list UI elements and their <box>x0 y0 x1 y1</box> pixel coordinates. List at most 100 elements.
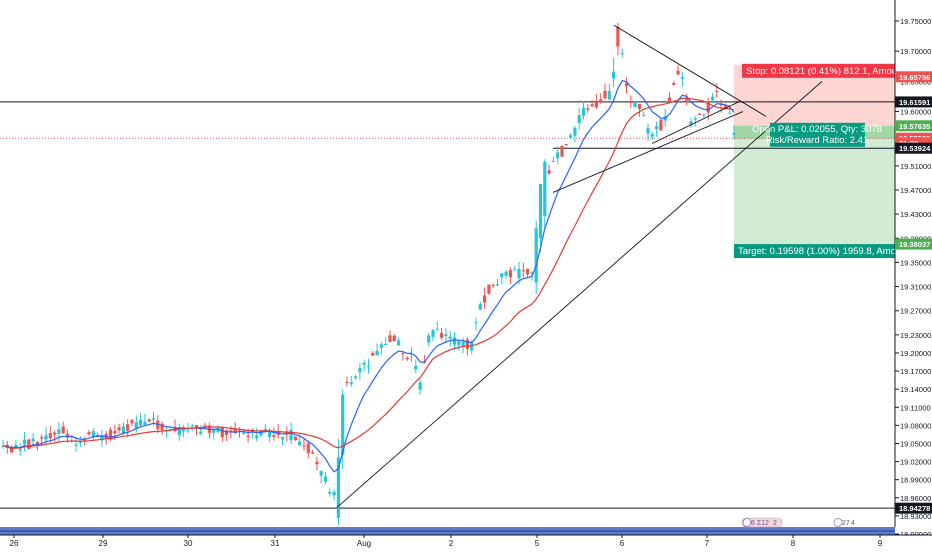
y-tick-label: 19.23000 <box>900 331 931 340</box>
candle-body <box>65 434 70 438</box>
y-tick-label: 19.05000 <box>900 439 931 448</box>
candle-body <box>659 119 663 131</box>
candle-body <box>422 362 426 364</box>
price-axis[interactable] <box>895 0 932 550</box>
y-tick-label: 19.20000 <box>900 349 931 358</box>
candle-body <box>689 121 693 125</box>
candle-body <box>100 434 104 441</box>
x-tick-label: 31 <box>271 539 280 548</box>
candle-body <box>397 340 401 346</box>
candle-body <box>22 439 27 445</box>
candle-body <box>216 428 220 432</box>
candle-body <box>569 135 573 138</box>
x-tick-label: 8 <box>791 539 796 548</box>
candle-body <box>53 432 57 435</box>
stop-label: Stop: 0.08121 (0.41%) 812.1, Amount: 7 <box>746 66 916 77</box>
candle-body <box>332 491 336 496</box>
candle-body <box>504 271 508 276</box>
candle-body <box>616 26 620 47</box>
price-level-box <box>895 71 932 83</box>
x-tick-label: 26 <box>10 539 19 548</box>
ma-fast-line <box>2 79 735 473</box>
candle-body <box>637 104 641 109</box>
y-tick-label: 19.11000 <box>900 403 931 412</box>
candle-body <box>655 126 659 130</box>
candle-body <box>508 270 512 278</box>
candle-body <box>35 442 39 445</box>
event-badge-1[interactable] <box>741 517 783 528</box>
candle-body <box>414 365 418 370</box>
price-level-box <box>895 142 932 154</box>
candle-body <box>672 82 676 85</box>
candle-body <box>457 341 461 346</box>
candle-body <box>220 427 224 438</box>
x-tick-label: 29 <box>99 539 108 548</box>
candle-body <box>349 382 353 385</box>
x-tick-label: Aug <box>357 539 371 548</box>
candle-body <box>452 337 457 345</box>
candle-body <box>315 461 319 465</box>
x-tick-label: 6 <box>620 539 625 548</box>
candle-body <box>354 376 358 379</box>
target-label: Target: 0.19598 (1.00%) 1959.8, Amount: <box>738 246 912 257</box>
time-axis[interactable] <box>0 535 932 550</box>
y-tick-label: 19.02000 <box>900 458 931 467</box>
candle-body <box>302 445 306 447</box>
candle-body <box>564 144 568 146</box>
event-badge-1-text: 6 Σ12 <box>751 520 769 527</box>
candle-body <box>27 439 31 449</box>
candle-body <box>401 353 405 355</box>
price-level-box <box>895 120 932 132</box>
candle-body <box>590 104 594 107</box>
candle-body <box>263 428 267 432</box>
candle-body <box>392 335 396 342</box>
candle-body <box>556 152 560 159</box>
event-icon-2 <box>833 518 843 527</box>
y-tick-label: 18.93000 <box>900 512 931 521</box>
risk-reward-label: Risk/Reward Ratio: 2.41 <box>766 135 868 146</box>
candle-body <box>650 134 654 137</box>
candle-body <box>667 97 672 102</box>
event-icon <box>742 518 752 527</box>
candle-body <box>431 330 435 338</box>
candle-body <box>371 352 375 356</box>
candle-body <box>358 367 362 373</box>
candle-body <box>78 441 82 443</box>
candle-body <box>474 322 478 324</box>
candle-body <box>366 365 371 367</box>
y-tick-label: 19.27000 <box>900 307 931 316</box>
candle-body <box>139 419 143 426</box>
candle-body <box>61 426 65 434</box>
candle-body <box>581 107 586 116</box>
candle-body <box>225 430 229 435</box>
candle-body <box>117 427 121 431</box>
candle-body <box>255 435 259 439</box>
trendline-main <box>336 81 823 508</box>
candle-body <box>113 430 117 434</box>
candle-body <box>607 91 611 100</box>
candle-body <box>375 350 379 356</box>
y-tick-label: 19.08000 <box>900 421 931 430</box>
candle-body <box>521 270 525 272</box>
candle-body <box>680 77 684 79</box>
candle-body <box>259 430 263 436</box>
candle-body <box>40 437 44 439</box>
candle-body <box>435 329 439 331</box>
candle-body <box>483 295 487 303</box>
y-tick-label: 19.17000 <box>900 367 931 376</box>
candle-body <box>728 112 732 114</box>
candle-body <box>246 435 250 438</box>
candle-body <box>212 429 216 433</box>
price-level-box <box>895 502 932 514</box>
candle-body <box>405 357 409 360</box>
candle-body <box>336 457 340 518</box>
event-badge-2-count: 4 <box>851 520 855 527</box>
candle-body <box>147 419 151 422</box>
candle-body <box>723 105 727 109</box>
price-level-label: 18.94278 <box>899 504 930 513</box>
candle-body <box>444 334 448 337</box>
candle-body <box>126 424 130 431</box>
candle-body <box>685 97 689 101</box>
